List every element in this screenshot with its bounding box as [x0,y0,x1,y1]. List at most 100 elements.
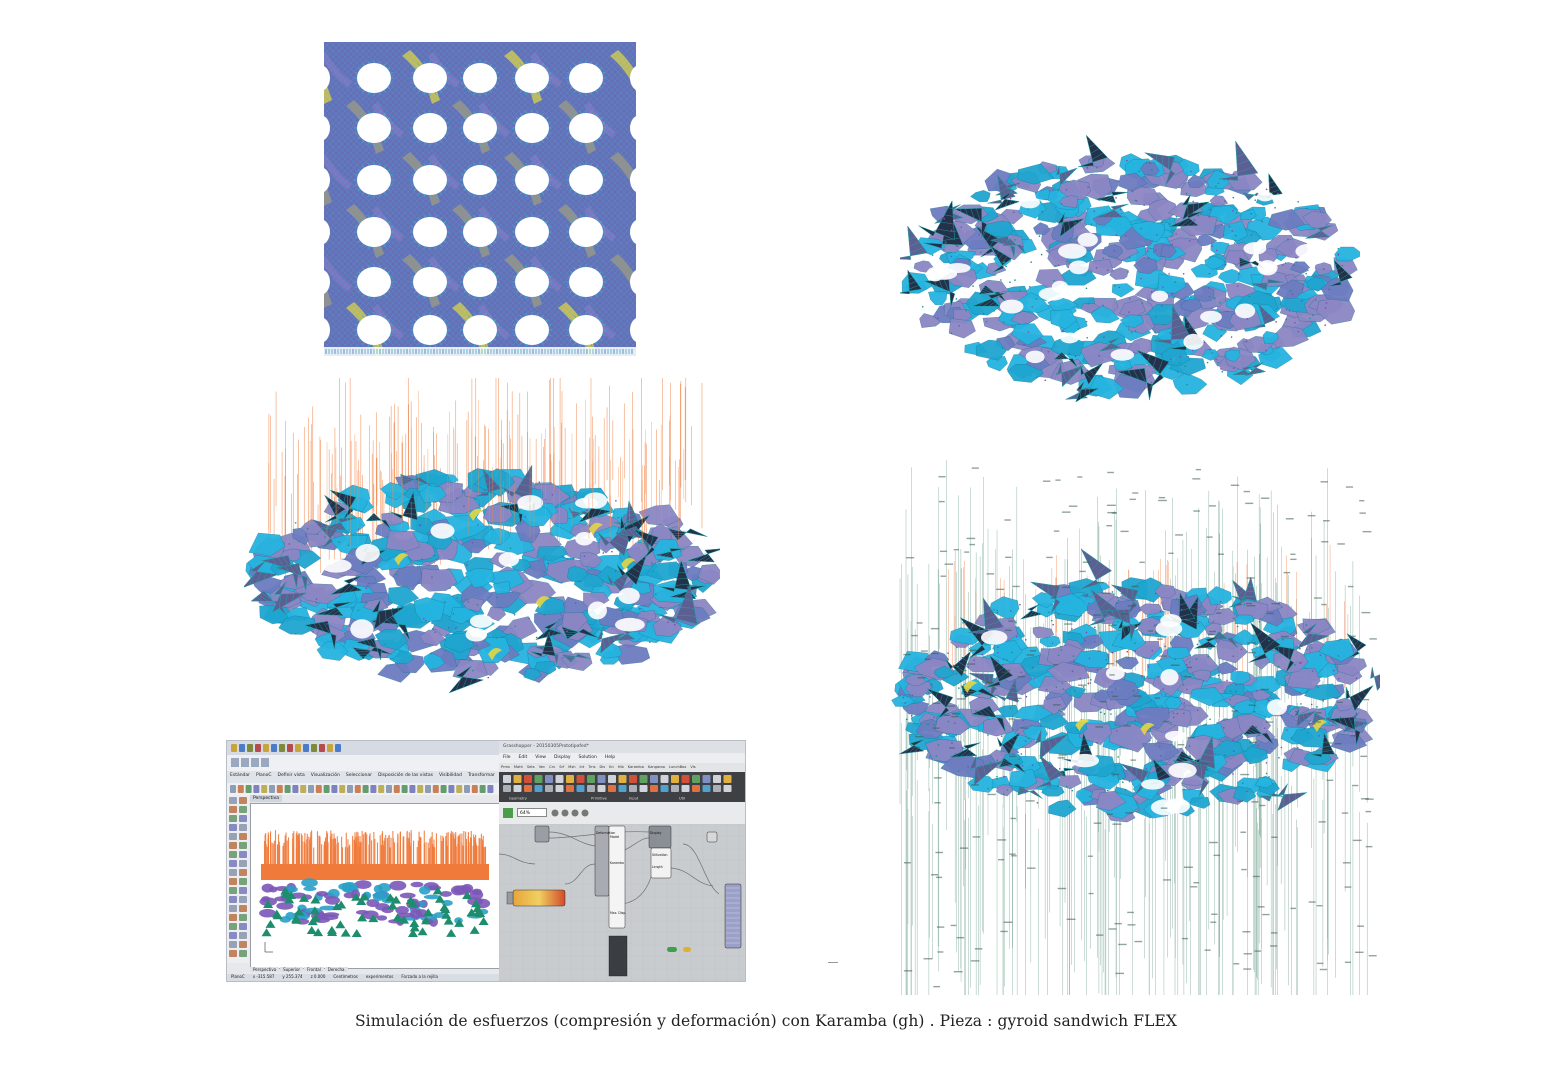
gh-component[interactable] [534,825,550,843]
spike-patch [1253,303,1276,329]
zoom-field[interactable]: 64% [517,808,547,817]
mesh-line [261,592,274,602]
mesh-line [1015,735,1018,738]
gradient-input[interactable] [506,891,514,905]
grasshopper-tab[interactable]: Vec [538,765,546,769]
status-field[interactable]: Centímetros [333,974,358,979]
status-field[interactable]: experimentos [365,974,394,979]
hole-tick [354,174,358,176]
surface-patch [462,597,485,612]
component-icon [566,785,574,792]
hole-tick [512,72,516,74]
node-speck [1243,603,1246,606]
gh-component[interactable] [648,825,672,849]
side-icon [229,878,237,885]
rhino-toolbar-tab[interactable]: Visualización [310,773,340,778]
side-icon [239,950,247,957]
grasshopper-tab[interactable]: Msh [568,765,576,769]
viewport-tab[interactable]: Frontal [304,967,324,972]
mesh-line [402,480,410,482]
hole-tick [390,132,394,134]
gh-component[interactable] [594,825,610,897]
grasshopper-tab[interactable]: Kangaroo [647,765,665,769]
node-speck [658,560,660,562]
grasshopper-tab[interactable]: Hib [617,765,624,769]
rhino-toolbar-tab[interactable]: Transformar [467,773,495,778]
node-speck [1044,379,1047,382]
rhino-viewport[interactable] [250,803,500,969]
node-speck [967,765,969,768]
grasshopper-tab[interactable]: Sets [526,765,535,769]
hole-tick [493,271,497,274]
viewport-tab[interactable]: Superior [280,967,304,972]
gh-component[interactable] [706,831,718,843]
grasshopper-canvas[interactable]: Deformation Model Karamba Display Utilizatio… [499,824,745,981]
grasshopper-menu-item[interactable]: Help [604,755,616,760]
status-field[interactable]: z 0.000 [310,974,326,979]
value-marker [987,793,996,796]
grasshopper-tab[interactable]: LunchBox [668,765,687,769]
mesh-line [1182,618,1197,624]
mesh-line [978,673,981,680]
hole-tick [493,136,497,139]
mesh-line [939,693,943,702]
value-marker [1323,520,1330,522]
side-icon [239,869,247,876]
grasshopper-tab[interactable]: Dis [599,765,606,769]
grasshopper-tab[interactable]: Srf [559,765,565,769]
rhino-toolbar-tab[interactable]: PlanoC [256,773,272,778]
grasshopper-tab[interactable]: Karamba [627,765,644,769]
rhino-toolbar-tab[interactable]: Estándar [230,773,251,778]
status-field[interactable]: x -315.587 [252,974,275,979]
component-icon [692,775,700,783]
grasshopper-tab[interactable]: Vis [690,765,696,769]
gh-component[interactable] [608,825,626,929]
gh-component[interactable] [724,883,742,949]
grasshopper-tab[interactable]: Crv [549,765,556,769]
grasshopper-menu-item[interactable]: File [503,755,511,760]
rhino-toolbar-tab[interactable]: Seleccionar [345,773,372,778]
gh-component[interactable] [650,847,672,879]
viewport-tab[interactable]: Perspectiva [250,967,280,972]
rhino-toolbar-tab[interactable]: Disposición de las vistas [377,773,433,778]
toggle-node[interactable] [683,947,691,952]
grasshopper-menu-item[interactable]: View [535,755,546,760]
value-marker [932,702,941,704]
grasshopper-tab[interactable]: Prms [501,765,510,769]
mesh-line [285,565,289,572]
grasshopper-menu-item[interactable]: Edit [518,755,528,760]
status-field[interactable]: y 255.374 [282,974,303,979]
grasshopper-tab[interactable]: Kn [609,765,614,769]
mesh-line [1055,357,1059,360]
mesh-line [1259,307,1262,309]
hole-tick [536,110,539,114]
hole-tick [515,136,519,139]
gradient-component[interactable] [512,889,566,907]
hole-tick [417,315,421,319]
grasshopper-menu-item[interactable]: Display [553,755,571,760]
grasshopper-tab[interactable]: Int [579,765,585,769]
value-marker [934,802,941,804]
viewport-label[interactable]: Perspectiva [250,795,283,802]
node-speck [1017,182,1020,185]
grasshopper-tab[interactable]: Math [513,765,523,769]
mesh-line [318,622,324,632]
hole-tick [590,246,593,250]
spike-patch [971,705,1006,733]
node-speck [1190,170,1192,173]
mesh-line [979,229,982,232]
grasshopper-menu-item[interactable]: Solution [578,755,597,760]
mesh-line [1367,688,1370,691]
node-speck [352,578,354,580]
support-marker [271,909,282,918]
mesh-line [983,673,986,683]
toolbar-icon [347,785,353,793]
status-field[interactable]: Forzado a la rejilla [401,974,438,979]
node-speck [1000,735,1003,737]
rhino-toolbar-tab[interactable]: Definir vista [277,773,305,778]
rhino-toolbar-tab[interactable]: Visibilidad [438,773,462,778]
status-field[interactable]: PlanoC [231,974,245,979]
grasshopper-tab[interactable]: Trns [588,765,596,769]
toggle-node[interactable] [667,947,677,952]
viewport-tab[interactable]: Derecha [324,967,348,972]
